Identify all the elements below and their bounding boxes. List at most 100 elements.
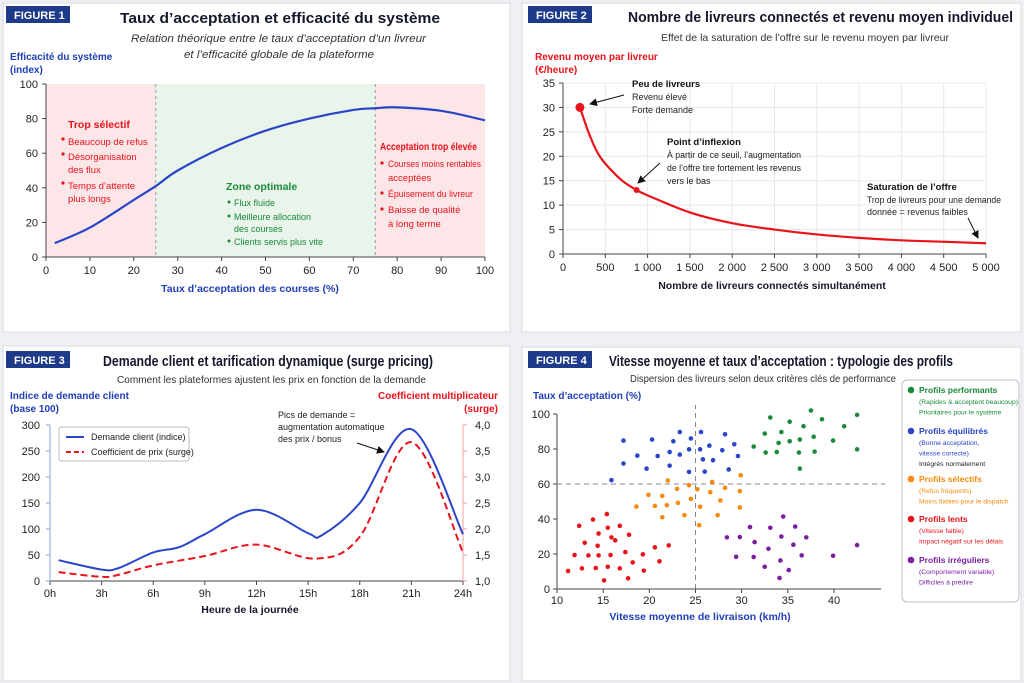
annotation-line: donnée = revenus faibles	[867, 207, 968, 217]
scatter-point	[695, 486, 700, 492]
legend-label-demand: Demande client (indice)	[91, 432, 186, 442]
scatter-point	[808, 408, 814, 413]
legend-label-surge: Coefficient de prix (surge)	[91, 447, 194, 457]
scatter-point	[664, 502, 670, 508]
annotation-line: vers le bas	[667, 176, 711, 186]
y-tick-label: 60	[538, 479, 550, 491]
scatter-point	[737, 534, 743, 540]
x-tick-label: 2 000	[718, 262, 746, 274]
y-tick-label: 25	[543, 127, 555, 139]
x-tick-label: 1 500	[676, 262, 704, 274]
legend-line: vitesse correcte)	[919, 451, 969, 458]
zone-right-title: Acceptation trop élevée	[380, 142, 477, 153]
figure-2-y-axis-label-line-2: (€/heure)	[535, 65, 577, 76]
scatter-point	[696, 522, 702, 528]
scatter-point	[604, 511, 610, 517]
figure-2-badge	[528, 6, 592, 23]
figure-3-left-axis-label-line-1: Indice de demande client	[10, 391, 130, 402]
left-tick-label: 0	[34, 576, 40, 588]
scatter-point	[659, 493, 665, 499]
scatter-point	[666, 543, 672, 548]
bullet-icon	[380, 161, 384, 165]
x-tick-label: 35	[782, 595, 794, 607]
scatter-point	[617, 523, 623, 529]
x-tick-label: 12h	[247, 588, 265, 600]
figure-3-right-axis-label-line-1: Coefficient multiplicateur	[378, 391, 498, 402]
scatter-point	[774, 449, 780, 455]
scatter-point	[698, 429, 704, 435]
annotation-line: de l’offre tire fortement les revenus	[667, 163, 801, 173]
highlight-point	[633, 186, 640, 193]
scatter-point	[700, 457, 706, 462]
figure-3-x-axis-label: Heure de la journée	[201, 604, 299, 616]
scatter-point	[776, 440, 781, 446]
x-tick-label: 5 000	[972, 262, 1000, 274]
figure-4-y-axis-label: Taux d’acceptation (%)	[533, 391, 641, 402]
y-tick-label: 20	[543, 151, 555, 163]
x-tick-label: 30	[736, 595, 748, 607]
x-tick-label: 1 000	[634, 262, 662, 274]
scatter-point	[686, 482, 692, 488]
right-tick-label: 3,5	[475, 446, 490, 458]
scatter-point	[640, 552, 646, 557]
scatter-point	[830, 553, 836, 559]
scatter-point	[565, 568, 571, 574]
demand-curve	[58, 428, 464, 572]
zone-right-line: Baisse de qualité	[388, 205, 460, 216]
annotation-line: À partir de ce seuil, l’augmentation	[667, 150, 801, 160]
x-tick-label: 20	[128, 265, 140, 277]
legend-dot-icon	[907, 475, 915, 483]
legend-line: (Comportement variable)	[919, 569, 994, 576]
y-tick-label: 10	[543, 200, 555, 212]
zone-right-line: Épuisement du livreur	[388, 189, 473, 200]
figure-3-subtitle: Comment les plateformes ajustent les pri…	[117, 374, 426, 386]
annotation-line: augmentation automatique	[278, 422, 385, 432]
scatter-point	[657, 559, 662, 564]
figure-4-badge	[528, 351, 592, 368]
x-tick-label: 40	[215, 265, 227, 277]
zone-band	[46, 84, 156, 257]
scatter-point	[652, 503, 658, 509]
zone-mid-title: Zone optimale	[226, 181, 297, 193]
scatter-point	[779, 429, 784, 435]
scatter-point	[791, 542, 796, 548]
scatter-point	[801, 423, 806, 429]
scatter-point	[649, 437, 655, 442]
figure-4-panel: FIGURE 4 Vitesse moyenne et taux d’accep…	[521, 346, 1022, 682]
scatter-point	[625, 576, 631, 581]
scatter-point	[667, 463, 672, 468]
figure-1-badge	[6, 6, 70, 23]
scatter-point	[655, 453, 660, 459]
scatter-point	[582, 540, 587, 546]
x-tick-label: 21h	[402, 588, 420, 600]
scatter-point	[747, 524, 753, 530]
y-tick-label: 100	[532, 409, 550, 421]
legend-line: (Rapides & acceptent beaucoup)	[919, 399, 1018, 406]
legend-line: Impact négatif sur les délais	[919, 539, 1004, 546]
figure-1-panel: FIGURE 1 Taux d’acceptation et efficacit…	[2, 2, 511, 333]
scatter-point	[677, 452, 683, 457]
surge-curve	[58, 441, 464, 578]
x-tick-label: 0	[43, 265, 49, 277]
figure-2-y-axis-label-line-1: Revenu moyen par livreur	[535, 52, 658, 63]
y-tick-label: 40	[26, 183, 38, 195]
zone-left-title: Trop sélectif	[68, 119, 130, 131]
scatter-point	[707, 443, 712, 448]
scatter-point	[841, 423, 847, 429]
scatter-point	[777, 575, 782, 581]
y-tick-label: 30	[543, 102, 555, 114]
scatter-point	[688, 496, 694, 502]
scatter-point	[762, 564, 768, 570]
x-tick-label: 9h	[199, 588, 211, 600]
scatter-point	[854, 542, 860, 548]
scatter-point	[718, 498, 723, 503]
scatter-point	[787, 419, 792, 425]
scatter-point	[641, 568, 647, 573]
zone-left-line: plus longs	[68, 194, 111, 205]
zone-left-line: des flux	[68, 165, 101, 176]
arrow-icon	[637, 162, 661, 184]
scatter-point	[609, 535, 614, 540]
scatter-point	[605, 564, 611, 570]
scatter-point	[686, 447, 692, 452]
